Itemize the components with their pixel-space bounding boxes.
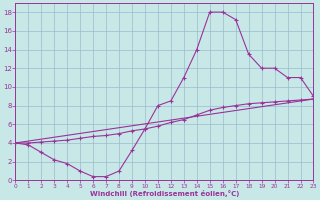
X-axis label: Windchill (Refroidissement éolien,°C): Windchill (Refroidissement éolien,°C) xyxy=(90,190,239,197)
